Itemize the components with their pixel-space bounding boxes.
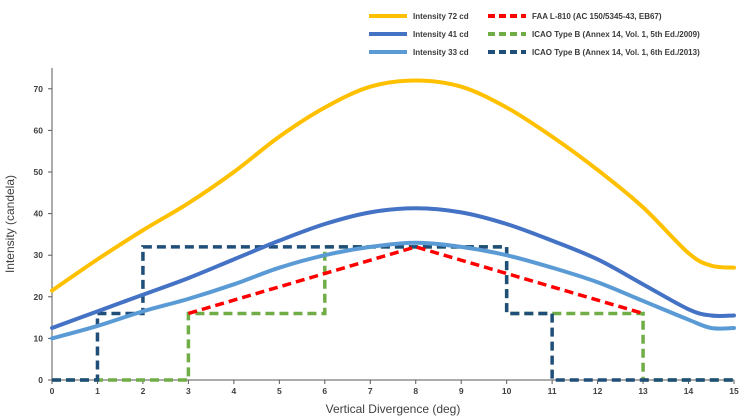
legend-label: Intensity 33 cd [413, 48, 469, 57]
x-tick-label: 13 [638, 386, 648, 396]
x-tick-label: 6 [322, 386, 327, 396]
x-tick-label: 15 [729, 386, 739, 396]
series-line-6 [52, 245, 734, 382]
x-tick-label: 11 [548, 386, 557, 396]
legend-label: Intensity 41 cd [413, 30, 469, 39]
y-tick-label: 50 [34, 167, 44, 177]
legend: Intensity 72 cd FAA L-810 (AC 150/5345-43… [369, 12, 700, 57]
series-line-3 [50, 240, 736, 341]
y-tick-label: 10 [34, 333, 44, 343]
y-tick-label: 30 [34, 250, 44, 260]
y-tick-label: 60 [34, 125, 44, 135]
y-tick-label: 0 [38, 375, 43, 385]
series-line-4 [187, 245, 644, 316]
x-tick-label: 9 [459, 386, 464, 396]
x-tick-label: 4 [231, 386, 236, 396]
x-tick-label: 10 [502, 386, 512, 396]
x-axis-title: Vertical Divergence (deg) [326, 402, 461, 416]
x-tick-label: 14 [684, 386, 694, 396]
y-tick-labels: 0 10 20 30 40 50 60 70 [34, 84, 52, 385]
x-tick-label: 7 [368, 386, 373, 396]
legend-label: ICAO Type B (Annex 14, Vol. 1, 6th Ed./2… [532, 48, 700, 57]
y-axis-title: Intensity (candela) [3, 175, 17, 273]
x-tick-label: 0 [50, 386, 55, 396]
legend-label: FAA L-810 (AC 150/5345-43, EB67) [532, 12, 662, 21]
x-tick-label: 12 [593, 386, 603, 396]
y-tick-label: 40 [34, 209, 44, 219]
series-line-2 [50, 206, 736, 330]
y-tick-label: 70 [34, 84, 44, 94]
x-tick-label: 2 [141, 386, 146, 396]
x-tick-label: 8 [413, 386, 418, 396]
x-tick-label: 3 [186, 386, 191, 396]
x-tick-labels: 0 1 2 3 4 5 6 7 8 9 10 11 12 13 14 15 [50, 380, 739, 396]
series-line-5 [52, 245, 734, 382]
x-tick-label: 5 [277, 386, 282, 396]
y-tick-label: 20 [34, 292, 44, 302]
legend-label: ICAO Type B (Annex 14, Vol. 1, 5th Ed./2… [532, 30, 700, 39]
plot-area [50, 78, 736, 382]
x-tick-label: 1 [95, 386, 100, 396]
series-line-1 [50, 78, 736, 293]
legend-label: Intensity 72 cd [413, 12, 469, 21]
